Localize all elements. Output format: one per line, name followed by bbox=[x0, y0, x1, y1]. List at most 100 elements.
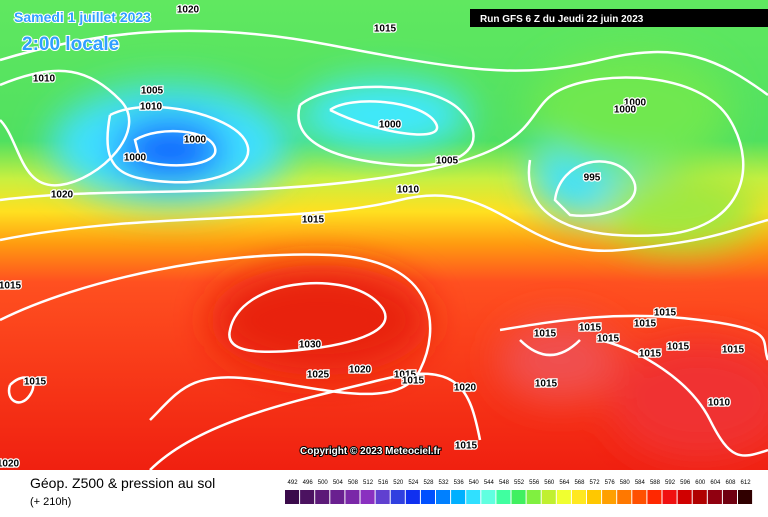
scale-cell bbox=[436, 490, 451, 504]
scale-label: 496 bbox=[303, 480, 314, 486]
footer-title: Géop. Z500 & pression au sol bbox=[30, 475, 215, 491]
scale-cell bbox=[390, 490, 405, 504]
copyright: Copyright © 2023 Meteociel.fr bbox=[300, 446, 441, 457]
isobar-label: 1000 bbox=[624, 98, 647, 109]
footer-lead: (+ 210h) bbox=[30, 496, 71, 508]
scale-label: 516 bbox=[378, 480, 389, 486]
isobar-label: 1015 bbox=[597, 334, 620, 345]
isobar-label: 1015 bbox=[374, 24, 397, 35]
isobar-label: 1030 bbox=[299, 340, 322, 351]
run-box bbox=[470, 9, 768, 27]
isobar-label: 1000 bbox=[124, 153, 147, 164]
isobars bbox=[0, 29, 768, 471]
isobar-label: 1015 bbox=[302, 215, 325, 226]
scale-label: 596 bbox=[680, 480, 691, 486]
scale-cell bbox=[662, 490, 677, 504]
scale-cell bbox=[617, 490, 632, 504]
isobar-label: 1015 bbox=[455, 441, 478, 452]
scale-label: 568 bbox=[574, 480, 585, 486]
scale-label: 520 bbox=[393, 480, 404, 486]
isobar-label: 1015 bbox=[394, 370, 417, 381]
isobar-label: 1025 bbox=[307, 370, 330, 381]
isobar-label: 1010 bbox=[33, 74, 56, 85]
scale-cell bbox=[738, 490, 753, 504]
isobar-label: 1015 bbox=[24, 377, 47, 388]
isobar-label: 1000 bbox=[379, 120, 402, 131]
scale-label: 588 bbox=[650, 480, 661, 486]
scale-cell bbox=[677, 490, 692, 504]
isobar-label: 1015 bbox=[654, 308, 677, 319]
scale-label: 604 bbox=[710, 480, 721, 486]
scale-label: 580 bbox=[620, 480, 631, 486]
scale-label: 512 bbox=[363, 480, 374, 486]
scale-cell bbox=[451, 490, 466, 504]
scale-label: 572 bbox=[590, 480, 601, 486]
run-info: Run GFS 6 Z du Jeudi 22 juin 2023 bbox=[480, 14, 644, 25]
scale-cell bbox=[707, 490, 722, 504]
scale-label: 544 bbox=[484, 480, 495, 486]
isobar-label: 1005 bbox=[436, 156, 459, 167]
scale-label: 560 bbox=[544, 480, 555, 486]
isobar-label: 1015 bbox=[579, 323, 602, 334]
scale-label: 584 bbox=[635, 480, 646, 486]
scale-label: 612 bbox=[741, 480, 752, 486]
scale-label: 564 bbox=[559, 480, 570, 486]
scale-cell bbox=[587, 490, 602, 504]
scale-cell bbox=[315, 490, 330, 504]
scale-label: 592 bbox=[665, 480, 676, 486]
isobar-label: 1010 bbox=[708, 398, 731, 409]
isobar-label: 1015 bbox=[639, 349, 662, 360]
scale-label: 508 bbox=[348, 480, 359, 486]
isobar-label: 995 bbox=[584, 173, 601, 184]
scale-cell bbox=[496, 490, 511, 504]
scale-label: 576 bbox=[605, 480, 616, 486]
isobar-label: 1020 bbox=[454, 383, 477, 394]
scale-cell bbox=[375, 490, 390, 504]
scale-label: 556 bbox=[529, 480, 540, 486]
scale-cell bbox=[722, 490, 737, 504]
scale-cell bbox=[647, 490, 662, 504]
isobar-label: 1015 bbox=[634, 319, 657, 330]
map-date: Samedi 1 juillet 2023 bbox=[14, 9, 151, 25]
isobar-label: 1010 bbox=[397, 185, 420, 196]
scale-label: 500 bbox=[318, 480, 329, 486]
scale-cell bbox=[300, 490, 315, 504]
scale-cell bbox=[420, 490, 435, 504]
isobar-label: 1015 bbox=[535, 379, 558, 390]
scale-label: 492 bbox=[288, 480, 299, 486]
scale-cell bbox=[541, 490, 556, 504]
scale-cell bbox=[526, 490, 541, 504]
scale-label: 524 bbox=[408, 480, 419, 486]
isobar-label: 1020 bbox=[177, 5, 200, 16]
scale-label: 532 bbox=[439, 480, 450, 486]
scale-label: 552 bbox=[514, 480, 525, 486]
scale-cell bbox=[602, 490, 617, 504]
isobar-label: 1000 bbox=[614, 105, 637, 116]
scale-cell bbox=[330, 490, 345, 504]
isobar-label: 1020 bbox=[51, 190, 74, 201]
isobar-label: 1010 bbox=[140, 102, 163, 113]
scale-label: 504 bbox=[333, 480, 344, 486]
scale-cell bbox=[405, 490, 420, 504]
isobar-label: 1015 bbox=[722, 345, 745, 356]
scale-label: 536 bbox=[454, 480, 465, 486]
isobar-labels: 1020101510101005101010001000100010051010… bbox=[0, 3, 746, 471]
color-scale: 492 496 500 504 508 512 516 520 524 528 532 536 540 5… bbox=[285, 480, 753, 504]
scale-label: 540 bbox=[469, 480, 480, 486]
scale-cell bbox=[556, 490, 571, 504]
scale-label: 528 bbox=[423, 480, 434, 486]
scale-cell bbox=[285, 490, 300, 504]
isobar-label: 1005 bbox=[141, 86, 164, 97]
scale-cell bbox=[632, 490, 647, 504]
scale-label: 600 bbox=[695, 480, 706, 486]
isobar-label: 1015 bbox=[0, 281, 22, 292]
isobar-label: 1000 bbox=[184, 135, 207, 146]
scale-cell bbox=[571, 490, 586, 504]
scale-cell bbox=[481, 490, 496, 504]
scale-cell bbox=[466, 490, 481, 504]
scale-cell bbox=[345, 490, 360, 504]
scale-label: 608 bbox=[725, 480, 736, 486]
local-time: 2:00 locale bbox=[22, 34, 119, 55]
isobar-label: 1015 bbox=[402, 376, 425, 387]
